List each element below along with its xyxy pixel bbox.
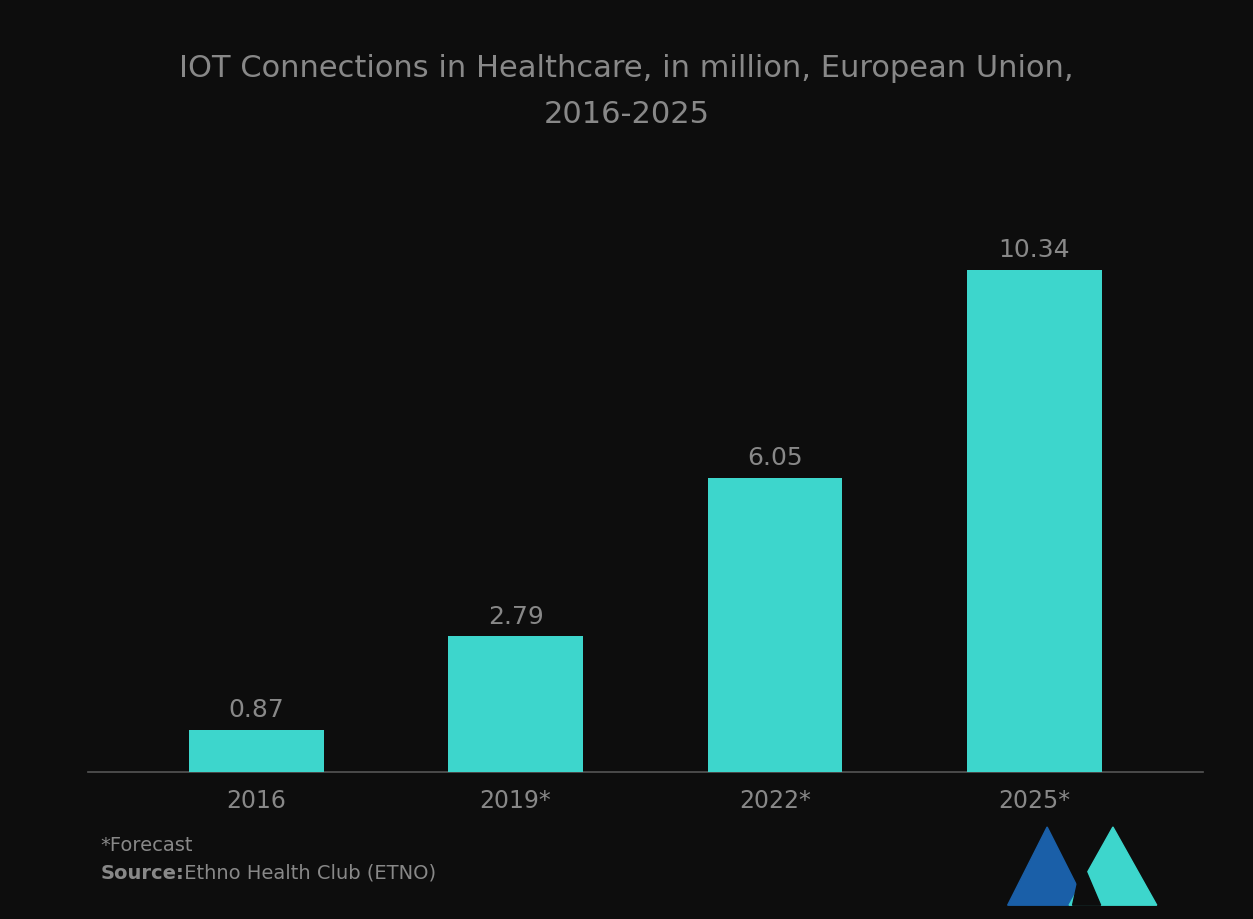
Text: 2016-2025: 2016-2025 xyxy=(544,99,709,129)
Bar xyxy=(708,479,842,772)
Text: 10.34: 10.34 xyxy=(999,237,1070,262)
Bar xyxy=(189,730,323,772)
Polygon shape xyxy=(1069,827,1157,905)
Text: 6.05: 6.05 xyxy=(747,446,803,470)
Polygon shape xyxy=(1007,827,1086,905)
Text: Ethno Health Club (ETNO): Ethno Health Club (ETNO) xyxy=(178,863,436,881)
Bar xyxy=(449,637,583,772)
Text: Source:: Source: xyxy=(100,863,184,881)
Polygon shape xyxy=(1073,862,1100,905)
Text: 2.79: 2.79 xyxy=(487,604,544,628)
Text: *Forecast: *Forecast xyxy=(100,835,193,854)
Text: 0.87: 0.87 xyxy=(228,697,284,721)
Bar xyxy=(967,270,1101,772)
Text: IOT Connections in Healthcare, in million, European Union,: IOT Connections in Healthcare, in millio… xyxy=(179,53,1074,83)
